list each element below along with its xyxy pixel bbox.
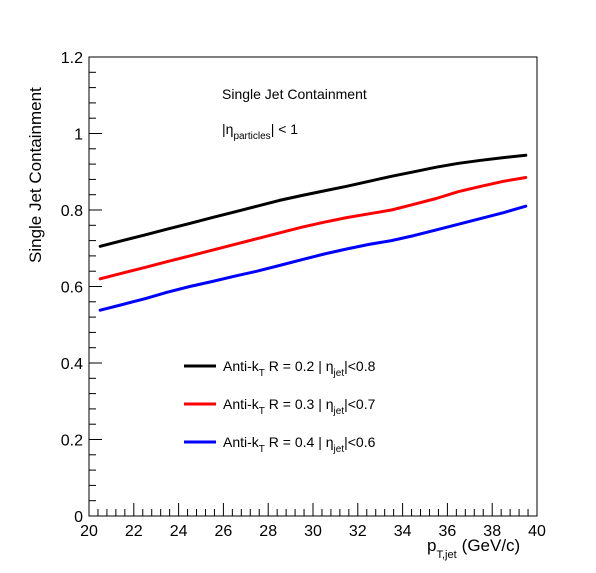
legend-label: Anti-kT R = 0.2 | ηjet|<0.8 bbox=[223, 358, 376, 379]
subtitle: |ηparticles| < 1 bbox=[222, 121, 298, 142]
y-tick-label: 0.2 bbox=[61, 433, 83, 450]
series-line-2 bbox=[98, 176, 528, 281]
x-tick-label: 34 bbox=[394, 523, 412, 540]
x-tick-label: 28 bbox=[259, 523, 277, 540]
y-tick-label: 1.2 bbox=[61, 50, 83, 67]
x-tick-label: 36 bbox=[439, 523, 457, 540]
series-layer bbox=[98, 153, 528, 312]
x-tick-label: 30 bbox=[304, 523, 322, 540]
legend: Anti-kT R = 0.2 | ηjet|<0.8 Anti-kT R = 0… bbox=[184, 358, 376, 455]
x-axis-label: pT,jet (GeV/c) bbox=[427, 536, 520, 561]
legend-entry-1: Anti-kT R = 0.2 | ηjet|<0.8 bbox=[184, 358, 376, 379]
x-tick-label: 38 bbox=[483, 523, 501, 540]
y-tick-label: 1 bbox=[74, 127, 83, 144]
y-tick-label: 0.4 bbox=[61, 356, 83, 373]
y-axis-label: Single Jet Containment bbox=[26, 87, 45, 263]
tick-labels: 20 22 24 26 28 30 32 34 36 38 40 0 0.2 0.4 0.6 0.8 1 1.2 bbox=[61, 50, 546, 540]
legend-entry-3: Anti-kT R = 0.4 | ηjet|<0.6 bbox=[184, 434, 376, 455]
x-tick-label: 26 bbox=[215, 523, 233, 540]
series-line-3 bbox=[98, 204, 528, 312]
x-tick-label: 32 bbox=[349, 523, 367, 540]
x-tick-label: 22 bbox=[125, 523, 143, 540]
series-line-1 bbox=[98, 153, 528, 248]
plot-frame bbox=[88, 56, 538, 517]
x-tick-label: 24 bbox=[170, 523, 188, 540]
x-tick-label: 40 bbox=[528, 523, 546, 540]
y-tick-label: 0.8 bbox=[61, 203, 83, 220]
y-tick-label: 0 bbox=[74, 509, 83, 526]
legend-entry-2: Anti-kT R = 0.3 | ηjet|<0.7 bbox=[184, 396, 376, 417]
chart-title: Single Jet Containment bbox=[222, 86, 367, 102]
y-tick-label: 0.6 bbox=[61, 280, 83, 297]
x-tick-label: 20 bbox=[80, 523, 98, 540]
legend-label: Anti-kT R = 0.3 | ηjet|<0.7 bbox=[223, 396, 376, 417]
legend-label: Anti-kT R = 0.4 | ηjet|<0.6 bbox=[223, 434, 376, 455]
